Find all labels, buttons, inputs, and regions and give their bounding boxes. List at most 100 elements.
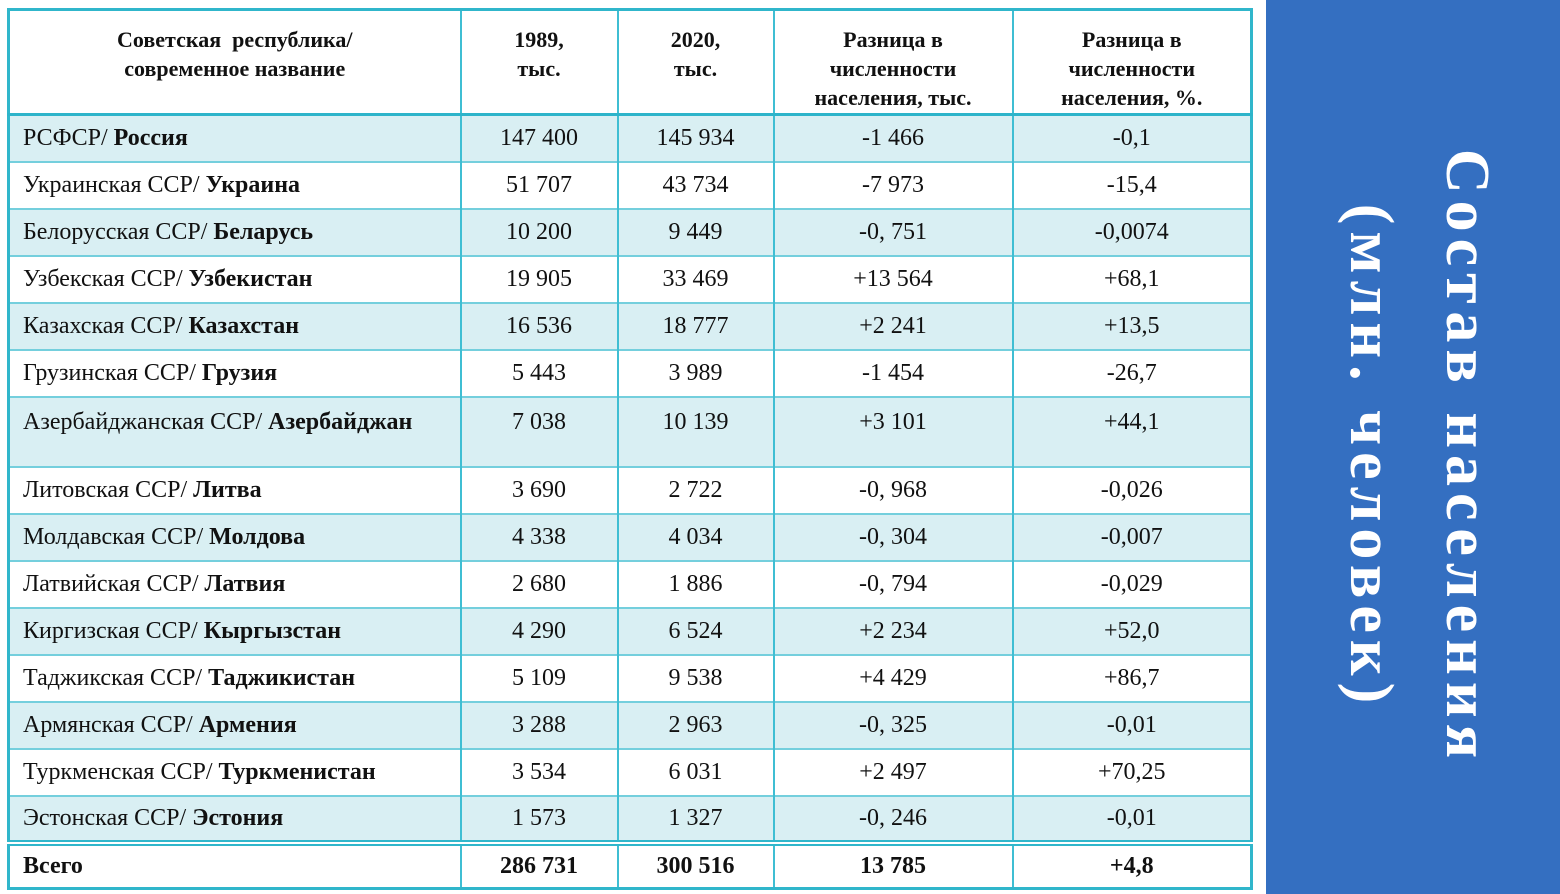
republic-historic: Латвийская ССР/ [23,570,199,597]
republic-modern: Украина [205,171,301,198]
cell-diff-abs: +13 564 [772,254,1013,303]
cell-diff-abs: +2 241 [772,301,1013,350]
cell-1989: 4 290 [459,606,618,655]
republic-historic: Узбекская ССР/ [23,265,183,292]
cell-1989: 19 905 [459,254,618,303]
table-row: РСФСР/ Россия 147 400 145 934 -1 466 -0,… [8,114,1252,162]
cell-diff-abs: -7 973 [772,160,1013,209]
cell-diff-abs: -0, 968 [772,465,1013,514]
cell-2020: 4 034 [616,512,774,561]
population-table: Советская республика/ современное назван… [7,8,1253,890]
cell-diff-abs: -1 466 [772,114,1013,162]
cell-1989: 2 680 [459,559,618,608]
republic-modern: Молдова [209,523,306,550]
cell-republic: Латвийская ССР/ Латвия [8,559,461,608]
republic-historic: Киргизская ССР/ [23,617,198,644]
republic-modern: Азербайджан [268,408,413,435]
cell-2020: 145 934 [616,114,774,162]
republic-historic: Казахская ССР/ [23,312,183,339]
cell-1989: 3 288 [459,700,618,749]
republic-modern: Беларусь [213,218,314,245]
republic-modern: Россия [113,124,188,151]
col-header-1989: 1989, тыс. [459,9,618,116]
cell-2020: 6 031 [616,747,774,796]
cell-diff-pct: +44,1 [1011,395,1252,467]
cell-diff-abs: -0, 794 [772,559,1013,608]
table-row: Таджикская ССР/ Таджикистан 5 109 9 538 … [8,653,1252,702]
cell-republic: Литовская ССР/ Литва [8,465,461,514]
table-row: Литовская ССР/ Литва 3 690 2 722 -0, 968… [8,465,1252,514]
cell-diff-pct: +68,1 [1011,254,1252,303]
table-row: Армянская ССР/ Армения 3 288 2 963 -0, 3… [8,700,1252,749]
cell-diff-pct: -15,4 [1011,160,1252,209]
table-row-total: Всего 286 731 300 516 13 785 +4,8 [8,839,1252,889]
republic-historic: Молдавская ССР/ [23,523,204,550]
cell-2020: 33 469 [616,254,774,303]
cell-2020: 300 516 [616,839,774,889]
right-sidebar: Состав населения (млн. человек) [1266,0,1560,894]
table-row: Белорусская ССР/ Беларусь 10 200 9 449 -… [8,207,1252,256]
cell-diff-abs: +2 497 [772,747,1013,796]
cell-republic: Белорусская ССР/ Беларусь [8,207,461,256]
cell-2020: 2 963 [616,700,774,749]
table-row: Украинская ССР/ Украина 51 707 43 734 -7… [8,160,1252,209]
cell-2020: 10 139 [616,395,774,467]
cell-1989: 16 536 [459,301,618,350]
table-row: Киргизская ССР/ Кыргызстан 4 290 6 524 +… [8,606,1252,655]
total-label: Всего [23,852,83,879]
cell-republic: Украинская ССР/ Украина [8,160,461,209]
table-row: Молдавская ССР/ Молдова 4 338 4 034 -0, … [8,512,1252,561]
cell-republic: Таджикская ССР/ Таджикистан [8,653,461,702]
sidebar-title: Состав населения (млн. человек) [1323,10,1515,894]
cell-republic: Армянская ССР/ Армения [8,700,461,749]
republic-modern: Таджикистан [208,664,356,691]
republic-historic: Армянская ССР/ [23,711,193,738]
cell-2020: 18 777 [616,301,774,350]
cell-republic: Эстонская ССР/ Эстония [8,794,461,843]
cell-diff-abs: -0, 304 [772,512,1013,561]
table-header: Советская республика/ современное назван… [8,9,1252,116]
republic-historic: Азербайджанская ССР/ [23,408,263,435]
table-row: Латвийская ССР/ Латвия 2 680 1 886 -0, 7… [8,559,1252,608]
cell-1989: 3 690 [459,465,618,514]
cell-republic: Всего [8,839,461,889]
cell-diff-pct: -0,029 [1011,559,1252,608]
col-header-2020: 2020, тыс. [616,9,774,116]
cell-2020: 2 722 [616,465,774,514]
col-header-republic: Советская республика/ современное назван… [8,9,461,116]
table-row: Грузинская ССР/ Грузия 5 443 3 989 -1 45… [8,348,1252,397]
cell-2020: 43 734 [616,160,774,209]
cell-republic: РСФСР/ Россия [8,114,461,162]
cell-2020: 3 989 [616,348,774,397]
cell-diff-abs: 13 785 [772,839,1013,889]
cell-1989: 1 573 [459,794,618,843]
cell-1989: 10 200 [459,207,618,256]
republic-historic: Белорусская ССР/ [23,218,208,245]
republic-modern: Узбекистан [188,265,313,292]
table-row: Узбекская ССР/ Узбекистан 19 905 33 469 … [8,254,1252,303]
republic-modern: Латвия [204,570,286,597]
republic-historic: РСФСР/ [23,124,108,151]
cell-republic: Узбекская ССР/ Узбекистан [8,254,461,303]
cell-republic: Азербайджанская ССР/ Азербайджан [8,395,461,467]
cell-1989: 147 400 [459,114,618,162]
republic-historic: Литовская ССР/ [23,476,188,503]
republic-modern: Казахстан [188,312,300,339]
cell-republic: Туркменская ССР/ Туркменистан [8,747,461,796]
cell-diff-abs: +3 101 [772,395,1013,467]
cell-diff-pct: -0,007 [1011,512,1252,561]
table-row: Эстонская ССР/ Эстония 1 573 1 327 -0, 2… [8,794,1252,843]
cell-republic: Казахская ССР/ Казахстан [8,301,461,350]
cell-diff-pct: -0,01 [1011,794,1252,843]
republic-modern: Армения [198,711,297,738]
cell-diff-pct: -0,0074 [1011,207,1252,256]
republic-modern: Литва [193,476,262,503]
cell-diff-pct: +86,7 [1011,653,1252,702]
cell-2020: 9 538 [616,653,774,702]
cell-diff-pct: +4,8 [1011,839,1252,889]
cell-republic: Киргизская ССР/ Кыргызстан [8,606,461,655]
cell-diff-pct: -0,026 [1011,465,1252,514]
cell-diff-abs: -0, 246 [772,794,1013,843]
cell-1989: 51 707 [459,160,618,209]
